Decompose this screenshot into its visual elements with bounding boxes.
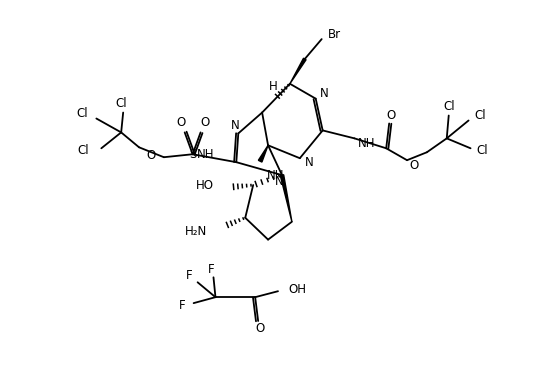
Text: O: O [200,116,209,129]
Text: O: O [147,149,156,162]
Text: N: N [305,156,314,169]
Text: HO: HO [196,179,214,191]
Text: NH: NH [197,148,215,161]
Text: Cl: Cl [443,100,455,113]
Text: O: O [386,109,396,122]
Text: N: N [275,175,284,188]
Text: O: O [409,159,418,172]
Text: Cl: Cl [115,97,127,110]
Polygon shape [290,58,306,84]
Text: Cl: Cl [77,107,88,120]
Text: Cl: Cl [474,109,486,122]
Text: F: F [179,299,186,311]
Text: F: F [208,263,215,276]
Text: Br: Br [327,28,341,41]
Text: S: S [189,148,196,161]
Polygon shape [280,175,292,222]
Text: NH: NH [267,169,285,182]
Text: O: O [176,116,185,129]
Text: N: N [320,87,329,100]
Polygon shape [259,145,268,162]
Text: F: F [186,269,192,282]
Text: NH: NH [358,137,375,150]
Text: H₂N: H₂N [185,225,207,238]
Text: O: O [256,322,265,335]
Text: Cl: Cl [78,144,90,157]
Text: N: N [231,119,240,132]
Text: OH: OH [288,283,306,296]
Text: H: H [269,80,278,93]
Text: Cl: Cl [476,144,488,157]
